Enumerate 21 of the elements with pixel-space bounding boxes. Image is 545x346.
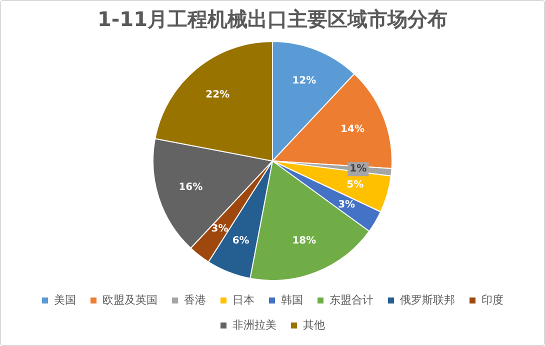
legend-label: 东盟合计 [330, 293, 374, 306]
legend-label: 其他 [303, 318, 325, 332]
legend-label: 非洲拉美 [232, 318, 276, 332]
legend-label: 韩国 [281, 293, 303, 306]
data-label: 14% [340, 124, 364, 135]
data-label: 3% [211, 224, 228, 235]
data-label: 22% [206, 89, 230, 100]
data-label: 16% [178, 182, 203, 194]
legend-label: 香港 [184, 293, 206, 306]
data-label: 1% [350, 164, 367, 175]
legend-label: 美国 [54, 293, 76, 306]
data-label: 12% [292, 76, 316, 87]
data-label: 18% [292, 236, 316, 247]
legend-label: 日本 [232, 293, 254, 306]
data-label: 6% [232, 236, 250, 247]
legend-label: 欧盟及英国 [102, 293, 158, 306]
data-label: 5% [346, 180, 364, 191]
chart-title: 1-11月工程机械出口主要区域市场分布 [97, 7, 448, 32]
data-label: 3% [338, 199, 356, 210]
legend-label: 俄罗斯联邦 [400, 293, 455, 306]
legend-label: 印度 [482, 293, 504, 306]
